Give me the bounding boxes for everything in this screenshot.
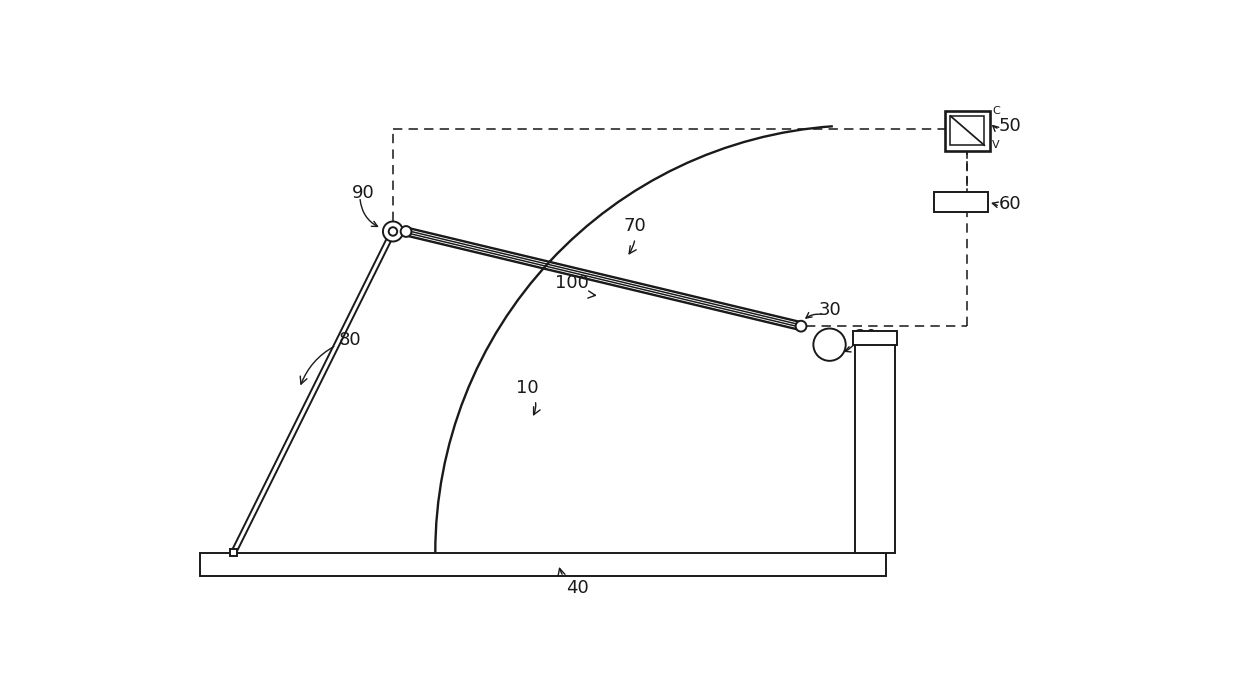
Text: 30: 30 (818, 300, 842, 319)
Bar (934, 192, 988, 212)
Circle shape (383, 222, 403, 241)
Bar (201, 553, 885, 576)
Bar (945, 111, 990, 151)
Circle shape (796, 321, 806, 332)
Circle shape (401, 226, 412, 237)
Text: 100: 100 (554, 274, 595, 298)
Text: 70: 70 (624, 217, 647, 254)
Bar (950, 116, 985, 145)
Text: 20: 20 (854, 328, 878, 346)
Bar (853, 331, 897, 345)
Text: 60: 60 (999, 195, 1022, 213)
Text: 90: 90 (352, 185, 374, 202)
Bar (854, 343, 895, 553)
Text: C: C (992, 106, 999, 116)
Text: V: V (992, 139, 999, 150)
Circle shape (813, 328, 846, 361)
Text: 40: 40 (558, 568, 589, 597)
Text: 10: 10 (516, 379, 541, 415)
Text: 50: 50 (999, 116, 1022, 135)
Circle shape (388, 227, 397, 236)
Bar (231, 549, 237, 556)
Text: 80: 80 (300, 330, 362, 384)
